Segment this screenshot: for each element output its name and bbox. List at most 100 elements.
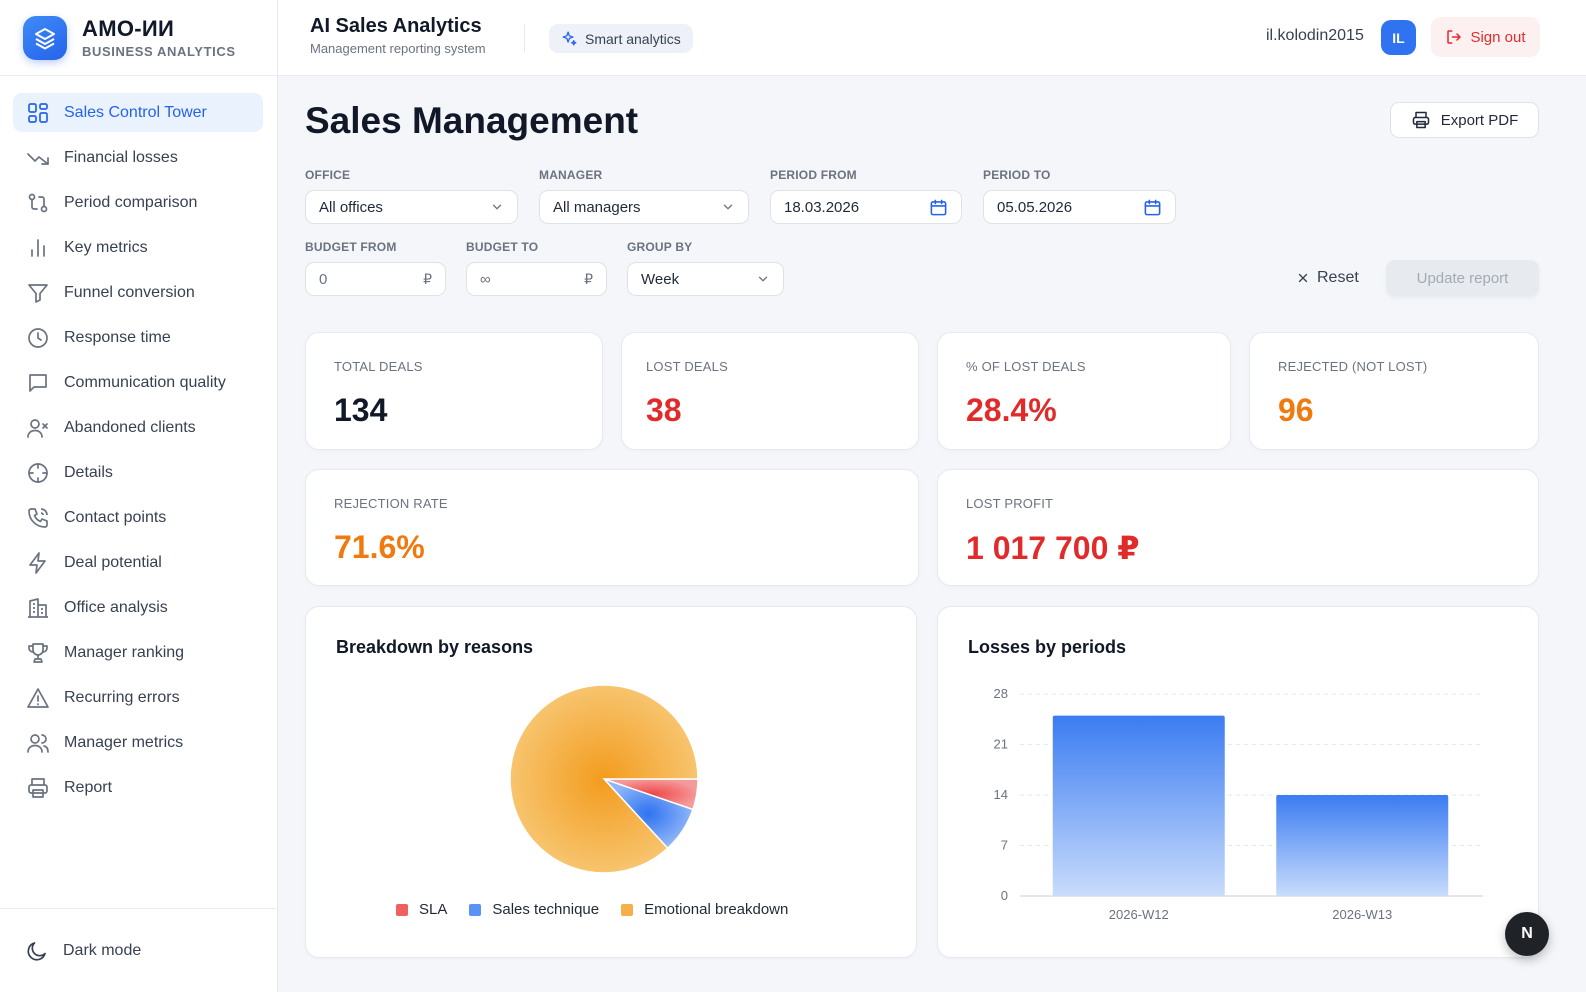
legend-item-sales-technique: Sales technique — [469, 901, 599, 918]
sidebar-item-label: Response time — [64, 328, 171, 346]
chat-icon — [29, 373, 47, 392]
calendar-icon[interactable] — [1143, 198, 1162, 217]
manager-select[interactable]: All managers — [539, 190, 749, 224]
sidebar-item-key-metrics[interactable]: Key metrics — [13, 228, 263, 267]
printer-icon — [28, 777, 48, 798]
kpi-rejection-rate: REJECTION RATE 71.6% — [305, 469, 919, 586]
sidebar-item-label: Manager metrics — [64, 733, 184, 751]
x-tick-label: 2026-W13 — [1332, 907, 1392, 922]
header-divider — [524, 24, 525, 52]
y-tick-label: 14 — [994, 787, 1008, 802]
compare-icon — [28, 193, 48, 212]
group-by-label: GROUP BY — [627, 240, 693, 254]
layers-icon — [23, 15, 67, 60]
sidebar-item-label: Sales Control Tower — [64, 103, 207, 121]
period-from-input[interactable]: 18.03.2026 — [770, 190, 962, 224]
sidebar-item-period-comparison[interactable]: Period comparison — [13, 183, 263, 222]
bar-chart-title: Losses by periods — [968, 637, 1127, 657]
sidebar-item-recurring-errors[interactable]: Recurring errors — [13, 678, 263, 717]
group-by-value: Week — [641, 270, 680, 288]
calendar-icon[interactable] — [929, 198, 948, 217]
sidebar-item-label: Funnel conversion — [64, 283, 195, 301]
kpi-label: TOTAL DEALS — [334, 359, 423, 374]
period-to-label: PERIOD TO — [983, 168, 1051, 182]
x-tick-label: 2026-W12 — [1109, 907, 1169, 922]
sidebar-item-communication-quality[interactable]: Communication quality — [13, 363, 263, 402]
sign-out-button[interactable]: Sign out — [1431, 17, 1540, 57]
sidebar-item-manager-metrics[interactable]: Manager metrics — [13, 723, 263, 762]
budget-to-input[interactable]: ∞ ₽ — [466, 262, 607, 296]
legend-swatch — [469, 903, 482, 916]
sidebar-item-label: Office analysis — [64, 598, 168, 616]
y-tick-label: 7 — [1001, 838, 1008, 853]
floating-action-button[interactable]: N — [1505, 912, 1549, 956]
sidebar-item-financial-losses[interactable]: Financial losses — [13, 138, 263, 177]
budget-from-placeholder: 0 — [319, 270, 328, 288]
sidebar-item-label: Recurring errors — [64, 688, 180, 706]
ruble-suffix: ₽ — [423, 270, 432, 287]
update-report-button[interactable]: Update report — [1386, 260, 1539, 296]
top-header: AI Sales Analytics Management reporting … — [278, 0, 1586, 76]
kpi-lost-deals: LOST DEALS 38 — [621, 332, 919, 450]
clock-icon — [28, 327, 48, 348]
smart-analytics-badge[interactable]: Smart analytics — [549, 24, 693, 53]
kpi-label: % OF LOST DEALS — [966, 359, 1086, 374]
trending-down-icon — [27, 152, 49, 165]
export-pdf-button[interactable]: Export PDF — [1390, 102, 1539, 138]
sidebar-item-contact-points[interactable]: Contact points — [13, 498, 263, 537]
pie-slice-emotional-breakdown[interactable] — [509, 684, 699, 874]
sidebar-item-office-analysis[interactable]: Office analysis — [13, 588, 263, 627]
sidebar-item-response-time[interactable]: Response time — [13, 318, 263, 357]
budget-from-label: BUDGET FROM — [305, 240, 397, 254]
pie-legend: SLA Sales technique Emotional breakdown — [396, 901, 810, 918]
period-to-value: 05.05.2026 — [997, 198, 1073, 216]
reset-button[interactable]: Reset — [1297, 265, 1359, 291]
kpi-total-deals: TOTAL DEALS 134 — [305, 332, 603, 450]
app-title: AI Sales Analytics — [310, 15, 482, 37]
logout-icon — [1447, 30, 1462, 44]
warning-icon — [27, 687, 49, 708]
pie-chart — [509, 684, 699, 874]
budget-from-input[interactable]: 0 ₽ — [305, 262, 446, 296]
sidebar-item-details[interactable]: Details — [13, 453, 263, 492]
brand: АМО-ИИ BUSINESS ANALYTICS — [0, 0, 277, 76]
chevron-down-icon — [758, 276, 768, 282]
sidebar-item-label: Deal potential — [64, 553, 162, 571]
dark-mode-toggle[interactable]: Dark mode — [0, 908, 277, 992]
building-icon — [28, 597, 48, 618]
group-by-select[interactable]: Week — [627, 262, 784, 296]
avatar[interactable]: IL — [1381, 20, 1416, 55]
sidebar-item-abandoned-clients[interactable]: Abandoned clients — [13, 408, 263, 447]
sidebar-item-manager-ranking[interactable]: Manager ranking — [13, 633, 263, 672]
funnel-icon — [28, 283, 48, 303]
legend-item-sla: SLA — [396, 901, 447, 918]
reset-label: Reset — [1317, 269, 1359, 286]
bar-2026-w13[interactable] — [1276, 795, 1449, 896]
smart-analytics-label: Smart analytics — [585, 30, 681, 47]
app-subtitle: Management reporting system — [310, 41, 486, 56]
sidebar-item-sales-control-tower[interactable]: Sales Control Tower — [13, 93, 263, 132]
sidebar-item-deal-potential[interactable]: Deal potential — [13, 543, 263, 582]
close-icon — [1298, 273, 1308, 283]
sidebar-item-label: Key metrics — [64, 238, 148, 256]
legend-label: Emotional breakdown — [644, 901, 789, 918]
user-name: il.kolodin2015 — [1266, 27, 1364, 44]
period-to-input[interactable]: 05.05.2026 — [983, 190, 1176, 224]
kpi-value: 38 — [646, 392, 682, 428]
office-value: All offices — [319, 198, 383, 216]
sidebar-item-report[interactable]: Report — [13, 768, 263, 807]
bar-chart: 0 7 14 21 28 2026-W12 2026-W13 — [994, 686, 1483, 922]
office-select[interactable]: All offices — [305, 190, 518, 224]
kpi-label: LOST PROFIT — [966, 496, 1054, 511]
sign-out-label: Sign out — [1470, 28, 1526, 46]
period-from-value: 18.03.2026 — [784, 198, 860, 216]
sparkles-icon — [562, 31, 577, 46]
export-pdf-label: Export PDF — [1440, 111, 1519, 129]
period-from-label: PERIOD FROM — [770, 168, 857, 182]
moon-icon — [27, 941, 46, 960]
bar-2026-w12[interactable] — [1052, 715, 1225, 896]
sidebar-item-funnel-conversion[interactable]: Funnel conversion — [13, 273, 263, 312]
legend-swatch — [396, 903, 408, 916]
office-label: OFFICE — [305, 168, 351, 182]
kpi-label: LOST DEALS — [646, 359, 728, 374]
